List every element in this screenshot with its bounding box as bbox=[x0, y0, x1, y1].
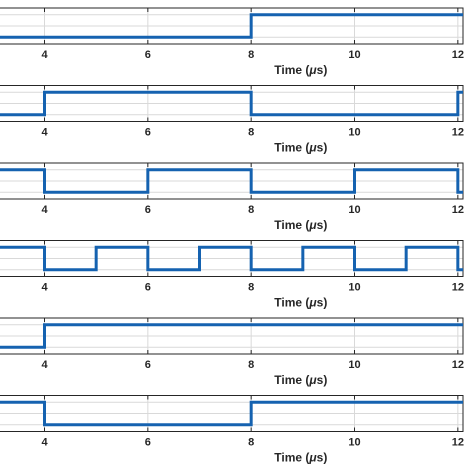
x-tick-label: 10 bbox=[348, 359, 360, 371]
timing-panel-4: 4 6 8 10 12 Time (μs) bbox=[0, 240, 464, 310]
x-tick-label: 10 bbox=[348, 127, 360, 139]
x-axis-label: Time (μs) bbox=[274, 373, 327, 387]
x-axis-label: Time (μs) bbox=[274, 141, 327, 155]
x-tick-label: 6 bbox=[145, 437, 151, 449]
x-tick-label: 12 bbox=[452, 359, 464, 371]
x-tick-label: 8 bbox=[248, 127, 254, 139]
x-axis-label: Time (μs) bbox=[274, 296, 327, 310]
x-tick-label: 8 bbox=[248, 437, 254, 449]
x-tick-label: 6 bbox=[145, 282, 151, 294]
x-tick-label: 8 bbox=[248, 282, 254, 294]
signal-trace bbox=[0, 400, 463, 427]
timing-panel-6: 4 6 8 10 12 Time (μs) bbox=[0, 395, 464, 465]
x-tick-label: 12 bbox=[452, 49, 464, 61]
signal-trace bbox=[0, 323, 463, 349]
plot-frame bbox=[0, 240, 464, 277]
x-tick-label: 6 bbox=[145, 127, 151, 139]
plot-frame bbox=[0, 395, 464, 432]
x-tick-label: 8 bbox=[248, 204, 254, 216]
x-tick-label: 10 bbox=[348, 49, 360, 61]
x-tick-label: 8 bbox=[248, 359, 254, 371]
timing-panel-5: 4 6 8 10 12 Time (μs) bbox=[0, 317, 464, 387]
x-tick-label: 6 bbox=[145, 204, 151, 216]
x-tick-label: 12 bbox=[452, 437, 464, 449]
signal-trace bbox=[0, 90, 463, 117]
x-tick-label: 4 bbox=[41, 437, 48, 449]
x-tick-label: 4 bbox=[41, 359, 48, 371]
x-tick-label: 4 bbox=[41, 127, 48, 139]
x-tick-label: 10 bbox=[348, 282, 360, 294]
x-tick-label: 12 bbox=[452, 204, 464, 216]
x-tick-label: 6 bbox=[145, 359, 151, 371]
timing-panel-1: 4 6 8 10 12 Time (μs) bbox=[0, 7, 464, 77]
signal-trace bbox=[0, 13, 463, 39]
x-tick-label: 4 bbox=[41, 282, 48, 294]
x-tick-label: 10 bbox=[348, 204, 360, 216]
x-axis-label: Time (μs) bbox=[274, 218, 327, 232]
signal-trace bbox=[0, 168, 463, 194]
timing-panel-2: 4 6 8 10 12 Time (μs) bbox=[0, 85, 464, 155]
x-tick-label: 12 bbox=[452, 282, 464, 294]
x-tick-label: 4 bbox=[41, 204, 48, 216]
x-tick-label: 4 bbox=[41, 49, 48, 61]
x-axis-label: Time (μs) bbox=[274, 63, 327, 77]
x-tick-label: 10 bbox=[348, 437, 360, 449]
x-axis-label: Time (μs) bbox=[274, 451, 327, 465]
plot-frame bbox=[0, 7, 464, 45]
timing-panel-3: 4 6 8 10 12 Time (μs) bbox=[0, 162, 464, 232]
x-tick-label: 6 bbox=[145, 49, 151, 61]
signal-trace bbox=[0, 245, 463, 272]
plot-frame bbox=[0, 85, 464, 122]
plot-frame bbox=[0, 162, 464, 200]
x-tick-label: 8 bbox=[248, 49, 254, 61]
plot-frame bbox=[0, 317, 464, 355]
x-tick-label: 12 bbox=[452, 127, 464, 139]
